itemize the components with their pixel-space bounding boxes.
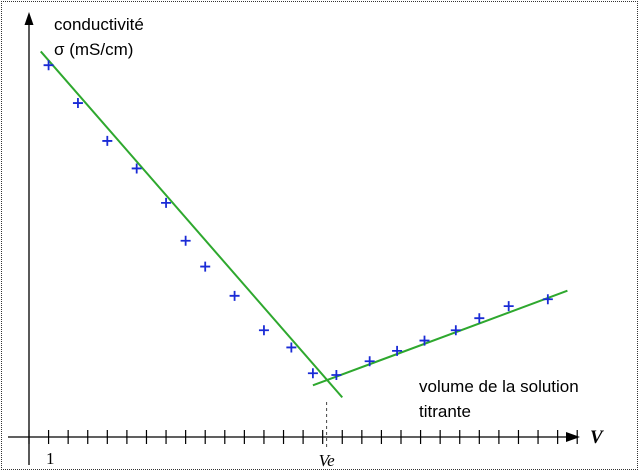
x-ticks: [28, 430, 578, 444]
data-point-3: [102, 135, 113, 146]
x-axis-label-line2: titrante: [419, 402, 471, 421]
data-point-17: [474, 313, 485, 324]
data-point-6: [180, 235, 191, 246]
data-point-15: [419, 335, 430, 346]
data-point-14: [392, 345, 403, 356]
data-point-11: [307, 368, 318, 379]
y-axis-label-line2: σ (mS/cm): [54, 40, 133, 59]
fit-line-1: [39, 50, 344, 399]
data-points: [43, 60, 553, 380]
data-point-18: [503, 301, 514, 312]
equivalence-label: Ve: [319, 451, 336, 470]
axes: [8, 12, 580, 465]
data-point-4: [131, 163, 142, 174]
data-point-7: [200, 261, 211, 272]
data-point-13: [364, 356, 375, 367]
data-point-19: [542, 294, 553, 305]
data-point-10: [286, 342, 297, 353]
y-axis-label-line1: conductivité: [54, 15, 144, 34]
x-axis-label-line1: volume de la solution: [419, 377, 579, 396]
data-point-1: [43, 60, 54, 71]
data-point-8: [229, 290, 240, 301]
data-point-2: [72, 98, 83, 109]
data-point-5: [161, 197, 172, 208]
fit-lines: [39, 50, 568, 399]
fit-line-2: [312, 289, 568, 387]
x-axis-name: V: [590, 427, 604, 448]
data-point-16: [450, 325, 461, 336]
tick-label-first: 1: [46, 449, 55, 468]
data-point-9: [258, 325, 269, 336]
data-point-12: [331, 370, 342, 380]
x-axis-arrow: [566, 432, 580, 442]
y-axis-arrow: [24, 12, 34, 25]
